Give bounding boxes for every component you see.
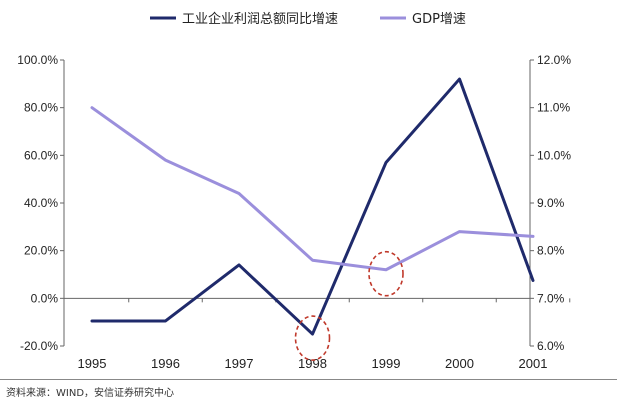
legend-label: GDP增速: [412, 12, 466, 27]
source-note: 资料来源：WIND，安信证券研究中心: [6, 388, 175, 399]
x-axis-tick-label: 2001: [519, 356, 548, 371]
right-axis-tick-label: 12.0%: [537, 53, 571, 67]
right-axis-tick-label: 9.0%: [537, 196, 565, 210]
x-axis-tick-label: 1997: [225, 356, 254, 371]
right-axis-tick-label: 8.0%: [537, 244, 565, 258]
left-axis-tick-label: 60.0%: [24, 148, 58, 162]
x-axis-tick-label: 1999: [372, 356, 401, 371]
x-axis-tick-label: 1998: [298, 356, 327, 371]
left-axis-tick-label: 80.0%: [24, 101, 58, 115]
left-axis-tick-label: -20.0%: [20, 339, 58, 353]
left-axis-tick-label: 20.0%: [24, 244, 58, 258]
right-axis-tick-label: 10.0%: [537, 148, 571, 162]
highlight-ellipse: [368, 250, 404, 297]
x-axis-tick-label: 1996: [151, 356, 180, 371]
right-axis-tick-label: 11.0%: [537, 101, 570, 115]
right-axis-tick-label: 6.0%: [537, 339, 565, 353]
profit-growth-line: [90, 77, 535, 336]
gdp-growth-line: [90, 106, 535, 272]
legend-label: 工业企业利润总额同比增速: [182, 11, 338, 27]
bottom-rule: [0, 379, 617, 380]
left-axis-tick-label: 100.0%: [17, 53, 58, 67]
left-axis-tick-label: 0.0%: [31, 291, 59, 305]
right-axis-tick-label: 7.0%: [537, 291, 565, 305]
x-axis-tick-label: 2000: [445, 356, 474, 371]
left-axis-tick-label: 40.0%: [24, 196, 58, 210]
x-axis-tick-label: 1995: [78, 356, 107, 371]
highlight-ellipse: [294, 315, 331, 361]
